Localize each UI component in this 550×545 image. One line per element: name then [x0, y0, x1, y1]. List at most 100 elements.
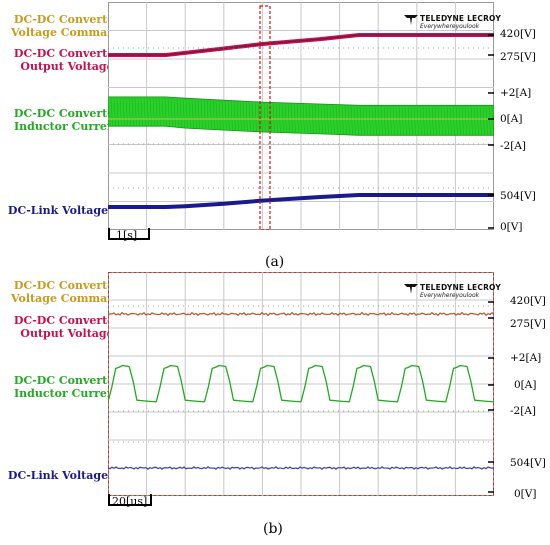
ripple-stroke	[119, 96, 122, 127]
label-line: DC-DC Converter	[13, 279, 121, 292]
ripple-stroke	[401, 105, 404, 136]
ripple-stroke	[281, 102, 284, 133]
right-label-420v: 420[V]	[500, 28, 536, 40]
ripple-stroke	[200, 98, 203, 129]
ripple-stroke	[485, 105, 488, 136]
ripple-stroke	[167, 96, 170, 127]
scope-screen-b	[108, 272, 494, 496]
label-output-voltage-b: DC-DC Converter Output Voltage	[2, 314, 132, 340]
ripple-stroke	[257, 101, 260, 132]
label-line: DC-Link Voltage	[7, 204, 109, 217]
ripple-stroke	[386, 105, 389, 136]
ripple-stroke	[230, 100, 233, 131]
ripple-stroke	[365, 105, 368, 136]
scope-screen-a	[108, 2, 494, 230]
ripple-stroke	[434, 105, 437, 136]
ripple-stroke	[287, 102, 290, 133]
label-line: DC-DC Converter	[13, 47, 121, 60]
ripple-stroke	[260, 101, 263, 132]
label-output-voltage-a: DC-DC Converter Output Voltage	[2, 47, 132, 73]
ripple-stroke	[332, 104, 335, 135]
ripple-stroke	[152, 96, 155, 127]
label-line: DC-Link Voltage	[7, 469, 109, 482]
ripple-stroke	[206, 99, 209, 130]
ripple-stroke	[239, 100, 242, 131]
ripple-stroke	[185, 98, 188, 129]
ripple-stroke	[479, 105, 482, 136]
ripple-stroke	[146, 96, 149, 127]
ripple-stroke	[422, 105, 425, 136]
ripple-stroke	[203, 99, 206, 130]
ripple-stroke	[176, 97, 179, 128]
ripple-stroke	[413, 105, 416, 136]
right-label-0a: 0[A]	[514, 379, 537, 391]
brand-name: TELEDYNE LECROY	[420, 283, 501, 292]
label-line: Inductor Current	[14, 387, 120, 400]
ripple-stroke	[158, 96, 161, 127]
ripple-stroke	[443, 105, 446, 136]
ripple-stroke	[215, 99, 218, 130]
label-line: Output Voltage	[20, 327, 114, 340]
ripple-stroke	[482, 105, 485, 136]
ripple-stroke	[404, 105, 407, 136]
ripple-stroke	[440, 105, 443, 136]
right-label-504v: 504[V]	[510, 457, 546, 469]
time-scale-bracket-a	[108, 228, 150, 240]
ripple-stroke	[383, 105, 386, 136]
right-label-0v: 0[V]	[500, 221, 523, 233]
label-line: Inductor Current	[14, 120, 120, 133]
ripple-stroke	[179, 97, 182, 128]
ripple-stroke	[188, 98, 191, 129]
ripple-stroke	[476, 105, 479, 136]
ripple-stroke	[125, 96, 128, 127]
label-dc-link-b: DC-Link Voltage	[2, 469, 114, 482]
ripple-stroke	[251, 101, 254, 132]
ripple-stroke	[140, 96, 143, 127]
ripple-stroke	[362, 105, 365, 136]
ripple-stroke	[395, 105, 398, 136]
ripple-stroke	[278, 102, 281, 133]
ripple-stroke	[245, 101, 248, 132]
series-dc-link-voltage-a	[108, 193, 494, 209]
ripple-stroke	[431, 105, 434, 136]
label-line: DC-DC Converter	[13, 13, 121, 26]
ripple-stroke	[110, 96, 113, 127]
ripple-stroke	[116, 96, 119, 127]
label-line: DC-DC Converter	[13, 314, 121, 327]
ripple-stroke	[209, 99, 212, 130]
ripple-stroke	[122, 96, 125, 127]
right-label-275v: 275[V]	[510, 318, 546, 330]
ripple-stroke	[398, 105, 401, 136]
ripple-stroke	[392, 105, 395, 136]
ripple-stroke	[437, 105, 440, 136]
ripple-stroke	[263, 102, 266, 133]
series-inductor-current-b	[108, 364, 494, 403]
ripple-stroke	[108, 96, 110, 127]
ripple-stroke	[341, 104, 344, 135]
ripple-stroke	[389, 105, 392, 136]
label-line: DC-DC Converter	[13, 374, 121, 387]
ripple-stroke	[470, 105, 473, 136]
ripple-stroke	[410, 105, 413, 136]
ripple-stroke	[356, 105, 359, 136]
ripple-stroke	[272, 102, 275, 133]
ripple-stroke	[221, 100, 224, 131]
ripple-stroke	[473, 105, 476, 136]
ripple-stroke	[374, 105, 377, 136]
right-label-275v: 275[V]	[500, 51, 536, 63]
series-voltage-command-a	[108, 34, 494, 56]
caption-b: (b)	[263, 521, 283, 537]
ripple-stroke	[368, 105, 371, 136]
label-inductor-current-b: DC-DC Converter Inductor Current	[2, 374, 132, 400]
ripple-stroke	[416, 105, 419, 136]
ripple-stroke	[377, 105, 380, 136]
ripple-stroke	[149, 96, 152, 127]
ripple-stroke	[305, 103, 308, 134]
label-dc-link-a: DC-Link Voltage	[2, 204, 114, 217]
ripple-stroke	[353, 105, 356, 136]
brand-tagline: Everywhereyoulook	[420, 23, 480, 30]
ripple-stroke	[266, 102, 269, 133]
time-scale-label-a: 1[s]	[116, 229, 138, 242]
series-dc-link-voltage-b	[108, 465, 494, 471]
ripple-stroke	[242, 101, 245, 132]
